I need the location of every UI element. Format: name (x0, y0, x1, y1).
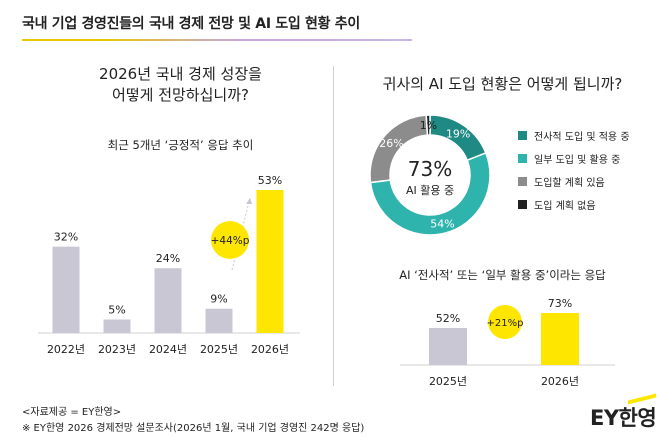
ai-usage-bar-chart: 52% 2025년 73% 2026년 +21%p (400, 297, 615, 388)
legend-item-3: 도입 계획 없음 (518, 196, 596, 212)
change-badge-text: +44%p (211, 235, 250, 247)
donut-slice-label-2: 26% (379, 137, 403, 150)
x-tick-label-3: 2025년 (200, 343, 238, 356)
legend-label-2: 도입할 계획 있음 (534, 177, 605, 189)
bar-value-label-4: 53% (258, 174, 282, 187)
left-chart-title-line1: 2026년 국내 경제 성장을 (99, 65, 262, 83)
legend-label-0: 전사적 도입 및 적용 중 (534, 131, 630, 143)
legend-item-2: 도입할 계획 있음 (518, 173, 605, 189)
legend-swatch-1 (518, 153, 527, 163)
bar-value-label-2: 24% (156, 252, 180, 265)
bar-3 (205, 308, 233, 333)
donut-slice-label-3: 1% (420, 119, 437, 132)
donut-center-value: 73% (408, 157, 452, 181)
ai-usage-subtitle: AI ‘전사적’ 또는 ‘일부 활용 중’이라는 응답 (399, 268, 606, 282)
survey-note: ※ EY한영 2026 경제전망 설문조사(2026년 1월, 국내 기업 경영… (22, 423, 365, 434)
ai-x-tick-label-0: 2025년 (429, 375, 467, 388)
left-chart-title-line2: 어떻게 전망하십니까? (112, 86, 249, 104)
ai-bar-0 (429, 327, 467, 365)
bar-1 (103, 319, 131, 333)
ai-bar-value-label-1: 73% (548, 297, 572, 310)
legend-item-0: 전사적 도입 및 적용 중 (518, 127, 630, 143)
left-chart-subtitle: 최근 5개년 ‘긍정적’ 응답 추이 (107, 138, 254, 152)
right-chart-title: 귀사의 AI 도입 현황은 어떻게 됩니까? (382, 75, 623, 93)
x-tick-label-2: 2024년 (149, 343, 187, 356)
legend-label-1: 일부 도입 및 활용 중 (534, 154, 621, 166)
ai-change-badge-circle (488, 305, 522, 339)
donut-slice-label-1: 54% (430, 217, 454, 230)
donut-center-label: AI 활용 중 (406, 183, 454, 197)
legend-swatch-2 (518, 176, 527, 186)
source-note: <자료제공 = EY한영> (22, 407, 122, 418)
legend-item-1: 일부 도입 및 활용 중 (518, 150, 620, 166)
change-badge-circle (211, 221, 249, 259)
bar-0 (52, 246, 80, 333)
legend-swatch-3 (518, 199, 527, 209)
ai-bar-1 (541, 313, 579, 365)
title-underline (22, 39, 412, 41)
x-tick-label-4: 2026년 (251, 343, 289, 356)
bar-value-label-1: 5% (108, 304, 125, 317)
legend-swatch-0 (518, 130, 527, 140)
donut-slice-3 (425, 114, 431, 136)
ai-adoption-donut-chart: 19% 54% 26% 1% 73% AI 활용 중 (369, 114, 491, 236)
trend-arrow-head (246, 198, 252, 204)
donut-slice-1 (369, 151, 491, 236)
bar-value-label-3: 9% (210, 293, 227, 306)
ai-x-tick-label-1: 2026년 (541, 375, 579, 388)
x-tick-label-0: 2022년 (47, 343, 85, 356)
bar-4 (256, 190, 284, 333)
donut-slice-label-0: 19% (446, 128, 470, 141)
legend-label-3: 도입 계획 없음 (534, 200, 596, 212)
page-title: 국내 기업 경영진들의 국내 경제 전망 및 AI 도입 현황 추이 (22, 16, 360, 32)
x-tick-label-1: 2023년 (98, 343, 136, 356)
ai-change-badge-text: +21%p (487, 318, 524, 329)
ey-logo-text: EY한영 (590, 406, 657, 430)
yearly-outlook-bar-chart: 32% 2022년 5% 2023년 24% 2024년 9% 2025년 53% 2026년 +… (38, 174, 300, 356)
panel-divider (333, 66, 334, 386)
bar-value-label-0: 32% (54, 231, 78, 244)
ai-bar-value-label-0: 52% (436, 312, 460, 325)
bar-2 (154, 268, 182, 333)
